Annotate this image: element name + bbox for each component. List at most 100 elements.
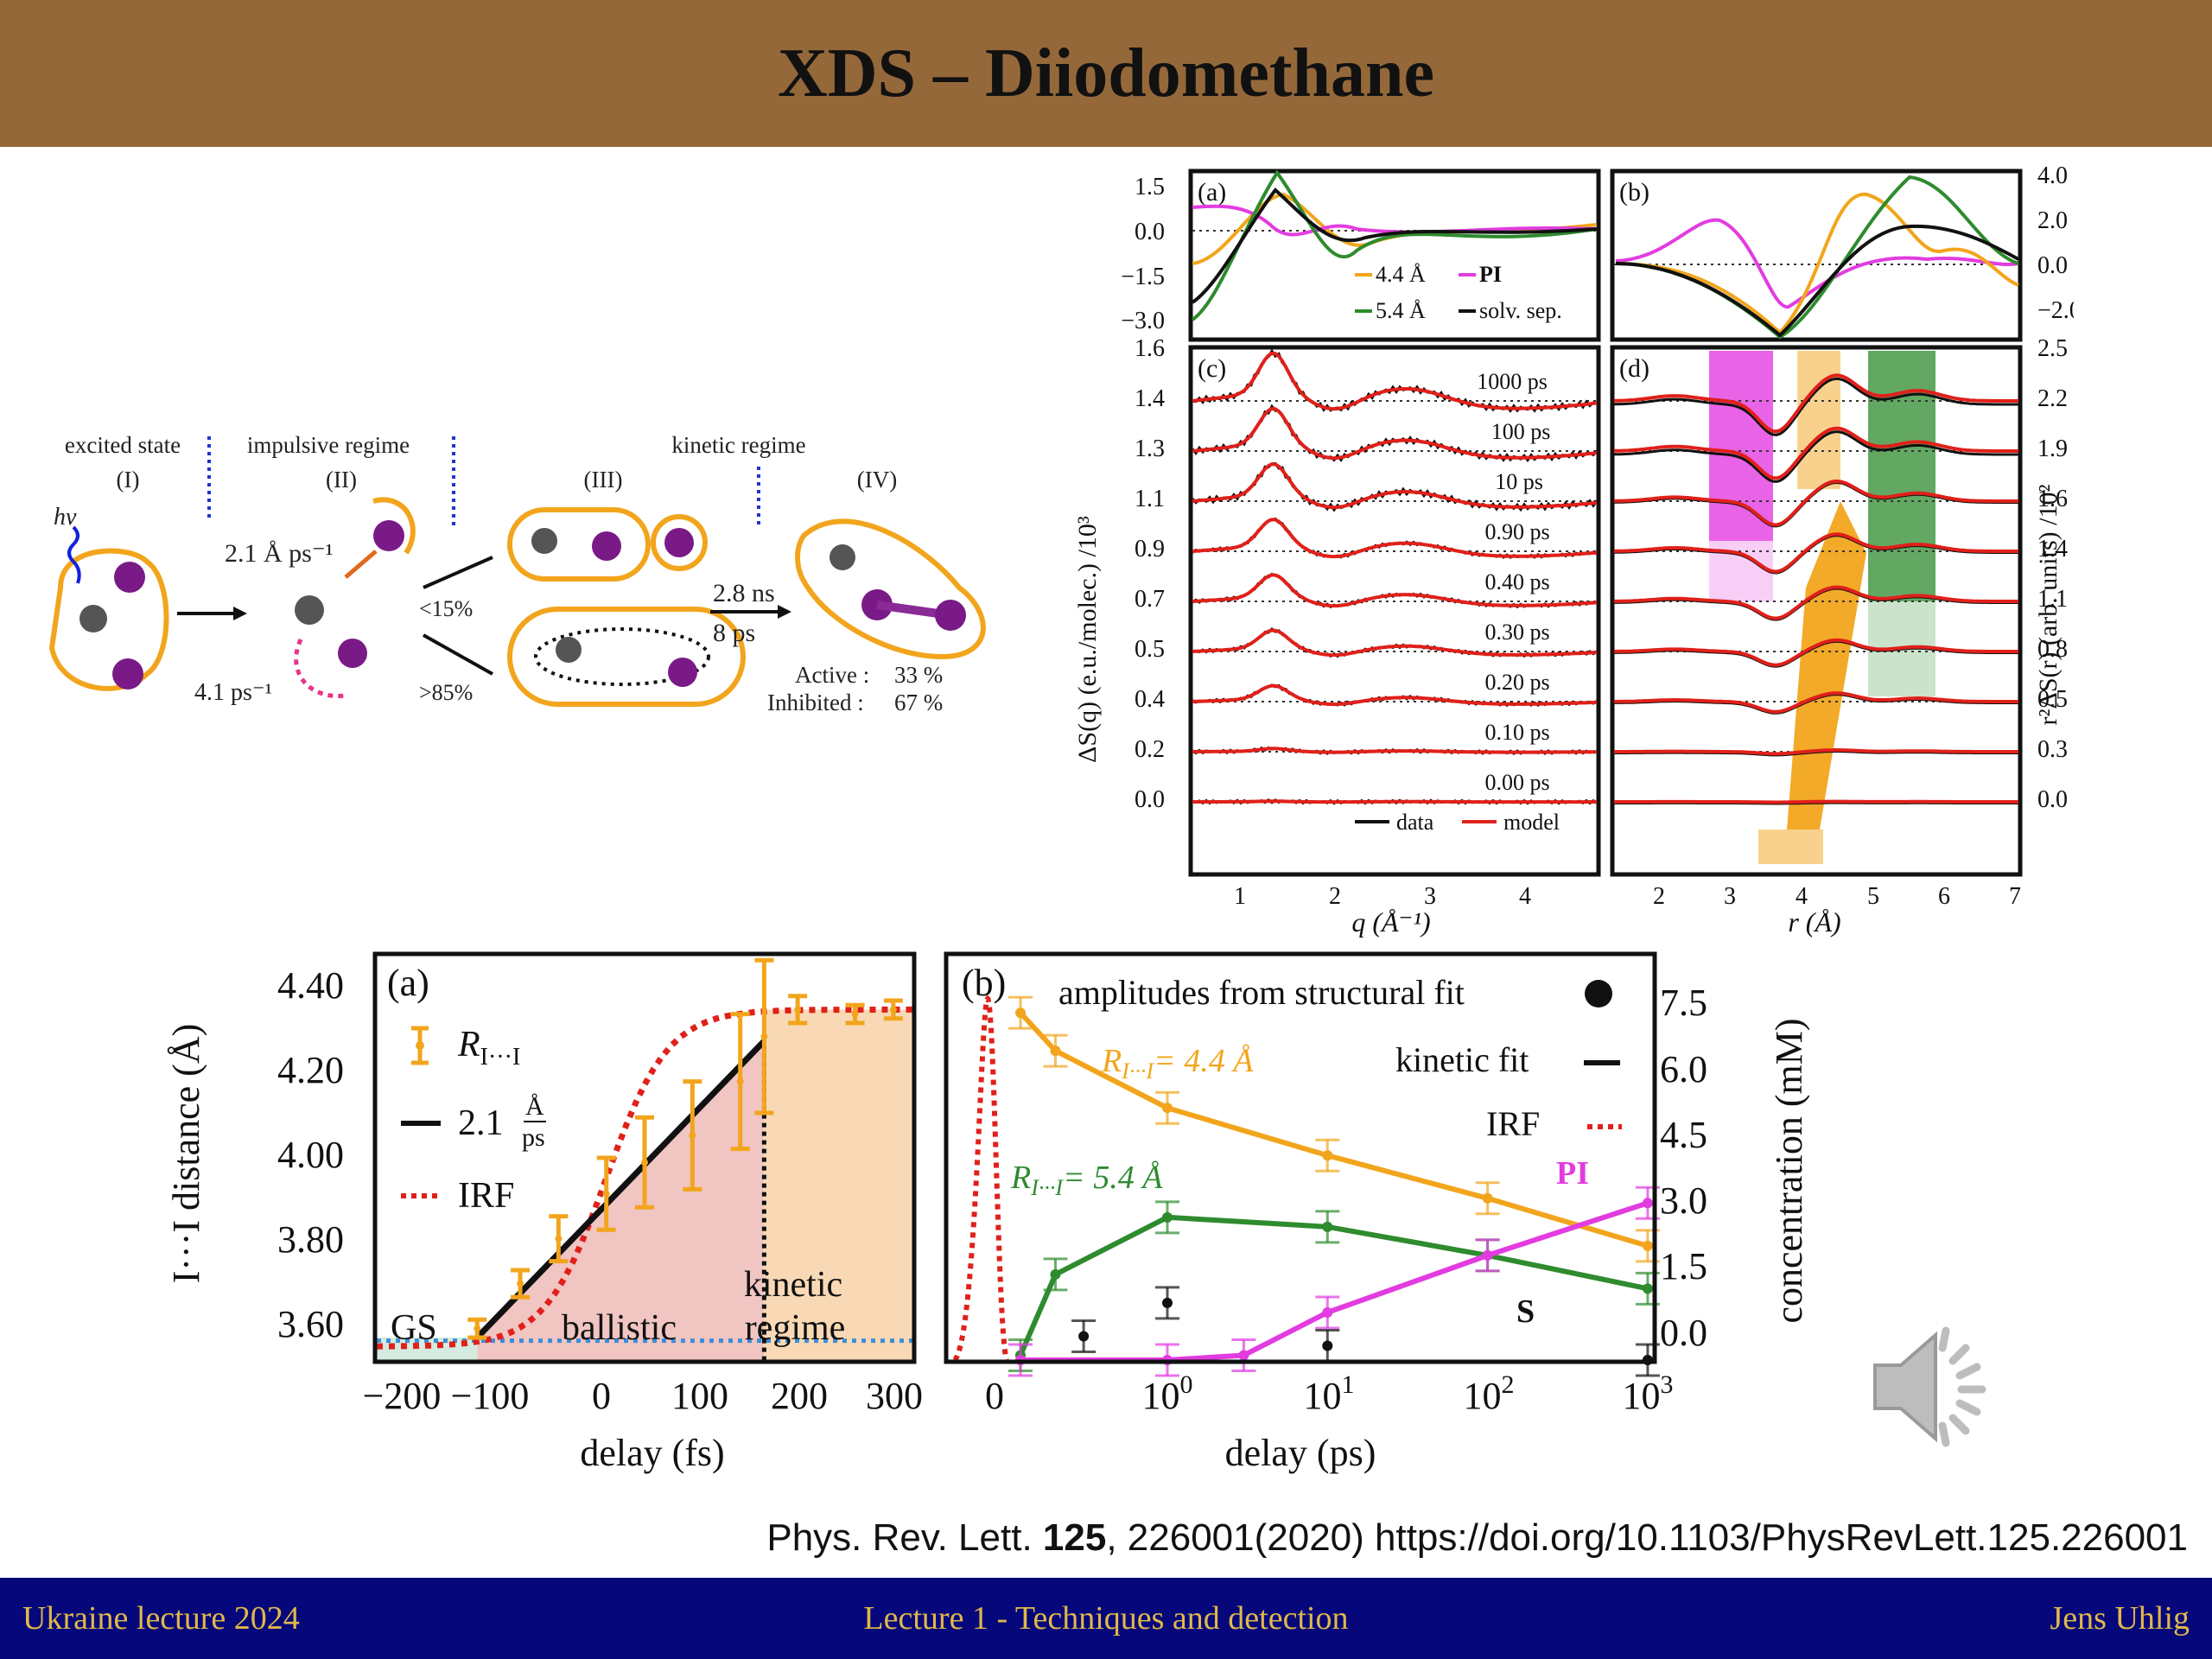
legend-a-1: PI xyxy=(1479,262,1502,287)
data-point xyxy=(602,1190,610,1198)
a-ytick: −3.0 xyxy=(1121,308,1165,334)
b-xlabel: delay (ps) xyxy=(1225,1432,1376,1474)
d-ytick: 1.9 xyxy=(2037,435,2068,462)
amplitude-point xyxy=(1482,1192,1493,1204)
panel-b-frame xyxy=(1610,168,2023,342)
xlabel-r: r (Å) xyxy=(1788,906,1840,938)
r-tick: 2 xyxy=(1653,883,1665,910)
d-ytick: 0.0 xyxy=(2037,786,2068,813)
a-ytick: 3.60 xyxy=(277,1303,344,1345)
data-point xyxy=(641,1159,648,1166)
delay-label: 0.10 ps xyxy=(1484,720,1549,745)
amplitude-point xyxy=(1642,1198,1653,1209)
amplitude-point xyxy=(1238,1350,1249,1361)
b-ytick: 0.0 xyxy=(2037,252,2068,279)
d-region-orange-top xyxy=(1797,351,1840,489)
a-xtick: 100 xyxy=(671,1375,728,1417)
b-ytick: 4.5 xyxy=(1660,1114,1707,1156)
hv-label: hν xyxy=(54,504,77,531)
b-legend-amplitudes: amplitudes from structural fit xyxy=(1058,973,1465,1012)
b-annot-pi: PI xyxy=(1556,1155,1589,1192)
region-kinetic: kinetic xyxy=(744,1265,842,1305)
panel-a-plot xyxy=(376,957,912,1360)
data-point xyxy=(474,1325,481,1332)
d-region-green xyxy=(1868,351,1936,601)
a-legend-r: RI···I xyxy=(457,1025,520,1071)
stage-label-excited: excited state xyxy=(65,432,181,458)
b-xtick: 0 xyxy=(985,1375,1004,1417)
panel-c-frame xyxy=(1188,345,1601,877)
q-tick: 4 xyxy=(1519,883,1531,910)
data-point xyxy=(736,1077,744,1085)
xds-signal-figure: ΔS(q) (e.u./molec.) /10³ r²ΔS(r) (arb. u… xyxy=(1073,162,2074,938)
delay-label: 100 ps xyxy=(1491,419,1551,444)
concentration-plot: (b) amplitudes from structural fit kinet… xyxy=(944,951,1810,1474)
model-trace xyxy=(1613,373,2018,434)
panel-d-traces xyxy=(1613,373,2018,805)
amplitude-point xyxy=(1642,1283,1653,1294)
region-ballistic: ballistic xyxy=(562,1308,677,1348)
c-ytick: 1.4 xyxy=(1135,385,1165,412)
region-gs: GS xyxy=(391,1308,437,1348)
a-ytick: 4.40 xyxy=(277,964,344,1007)
b-ytick: 1.5 xyxy=(1660,1245,1707,1287)
b-xtick: 100 xyxy=(1142,1370,1193,1417)
data-trace xyxy=(1613,377,2018,436)
data-trace xyxy=(1614,430,2018,483)
a-curve-black xyxy=(1191,188,1598,304)
data-point xyxy=(555,1235,563,1243)
a-legend-slope: 2.1 xyxy=(458,1103,504,1143)
active-value: 33 % xyxy=(894,662,943,688)
data-point xyxy=(517,1280,524,1287)
delay-label: 0.30 ps xyxy=(1484,620,1549,645)
b-ytick: 3.0 xyxy=(1660,1179,1707,1222)
panel-b-plot xyxy=(952,995,1660,1377)
panel-b-label: (b) xyxy=(962,962,1006,1004)
panel-a-frame xyxy=(1188,168,1601,342)
r-tick: 6 xyxy=(1938,883,1950,910)
branch-low-label: <15% xyxy=(419,596,473,621)
speaker-icon[interactable] xyxy=(1866,1313,2013,1460)
b-curve-green xyxy=(1615,175,2019,340)
panel-b-label: (b) xyxy=(1619,178,1649,207)
r-tick: 4 xyxy=(1796,883,1808,910)
panel-c-label: (c) xyxy=(1198,354,1226,383)
stage-label-kinetic: kinetic regime xyxy=(671,432,805,458)
amplitude-point xyxy=(1322,1306,1333,1318)
d-ytick: 1.1 xyxy=(2037,586,2068,613)
b-xtick: 103 xyxy=(1623,1370,1674,1417)
amplitude-point xyxy=(1642,1240,1653,1251)
q-tick: 1 xyxy=(1234,883,1246,910)
d-region-magenta xyxy=(1709,351,1773,541)
b-ytick: 0.0 xyxy=(1660,1312,1707,1354)
b-legend-kinetic: kinetic fit xyxy=(1395,1040,1529,1079)
delay-label: 1000 ps xyxy=(1477,369,1548,394)
b-legend-irf: IRF xyxy=(1486,1104,1540,1143)
title-bar xyxy=(0,0,2212,147)
a-legend-frac-bot: ps xyxy=(522,1123,545,1152)
c-ytick: 0.2 xyxy=(1135,736,1165,763)
legend-a-3: solv. sep. xyxy=(1479,298,1562,323)
numeral-2: (II) xyxy=(326,467,357,493)
b-ytick: 6.0 xyxy=(1660,1048,1707,1090)
model-trace xyxy=(1192,462,1598,510)
model-trace xyxy=(1192,628,1598,658)
c-ytick: 1.3 xyxy=(1135,435,1165,462)
kinetic-region xyxy=(764,1009,912,1360)
a-xtick: −200 xyxy=(363,1375,442,1417)
r-tick: 3 xyxy=(1724,883,1736,910)
b-annot-44: RI···I= 4.4 Å xyxy=(1101,1043,1254,1084)
d-region-orange xyxy=(1787,501,1866,830)
model-trace xyxy=(1192,518,1598,559)
model-trace xyxy=(1613,479,2018,527)
a-curve-magenta xyxy=(1192,204,1598,237)
a-ytick: 4.00 xyxy=(277,1134,344,1176)
a-ytick: −1.5 xyxy=(1121,264,1165,290)
iodine-atom xyxy=(114,562,145,593)
a-xtick: 200 xyxy=(771,1375,828,1417)
a-ytick: 4.20 xyxy=(277,1049,344,1091)
a-xtick: −100 xyxy=(451,1375,530,1417)
data-point xyxy=(889,1006,897,1014)
model-trace xyxy=(1192,573,1598,608)
model-trace xyxy=(1192,747,1597,754)
